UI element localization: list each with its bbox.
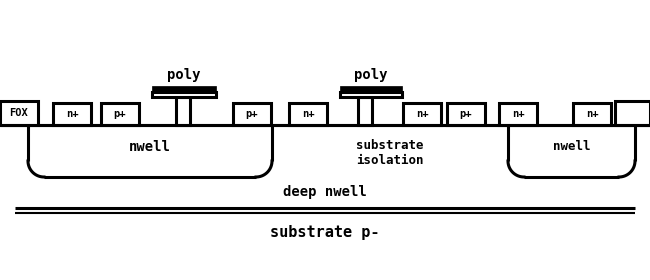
Bar bbox=[499, 103, 537, 125]
Text: n+: n+ bbox=[66, 109, 78, 119]
Text: p+: p+ bbox=[246, 109, 258, 119]
Bar bbox=[152, 92, 216, 97]
Bar bbox=[403, 103, 441, 125]
Bar bbox=[233, 103, 271, 125]
Bar bbox=[358, 97, 372, 125]
Text: poly: poly bbox=[354, 68, 388, 82]
Bar bbox=[340, 92, 402, 97]
Bar bbox=[53, 103, 91, 125]
Text: FOX: FOX bbox=[10, 108, 29, 118]
Text: nwell: nwell bbox=[552, 141, 590, 153]
Text: p+: p+ bbox=[114, 109, 126, 119]
Bar bbox=[176, 97, 190, 125]
Text: n+: n+ bbox=[416, 109, 428, 119]
Text: n+: n+ bbox=[512, 109, 525, 119]
Bar bbox=[101, 103, 139, 125]
Bar bbox=[615, 101, 650, 125]
Bar bbox=[289, 103, 327, 125]
Bar bbox=[573, 103, 611, 125]
Bar bbox=[447, 103, 485, 125]
Text: nwell: nwell bbox=[129, 140, 171, 154]
Text: n+: n+ bbox=[302, 109, 314, 119]
Bar bbox=[152, 86, 216, 92]
Text: n+: n+ bbox=[586, 109, 598, 119]
Text: deep nwell: deep nwell bbox=[283, 185, 367, 199]
Bar bbox=[340, 86, 402, 92]
Text: substrate
isolation: substrate isolation bbox=[356, 139, 424, 167]
Text: poly: poly bbox=[167, 68, 201, 82]
Text: substrate p-: substrate p- bbox=[270, 225, 380, 239]
Bar bbox=[0, 101, 38, 125]
Text: p+: p+ bbox=[460, 109, 473, 119]
